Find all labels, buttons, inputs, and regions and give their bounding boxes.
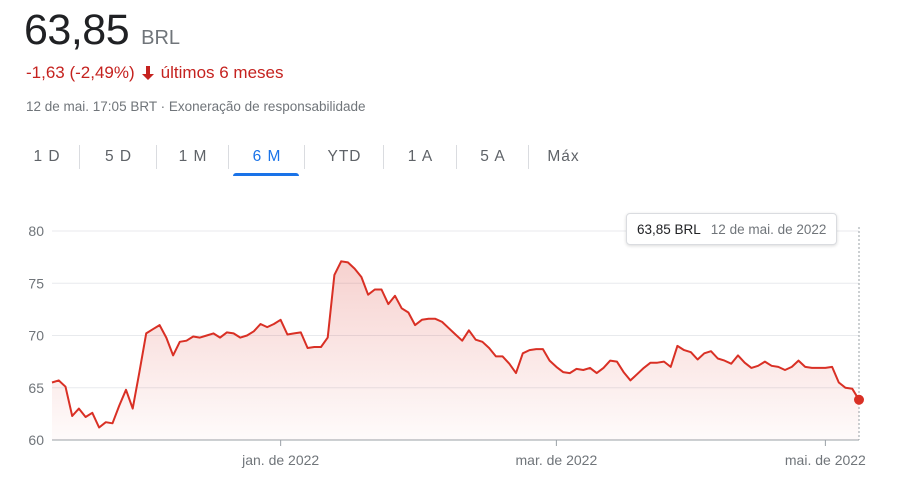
range-tabs: 1 D 5 D 1 M 6 M YTD 1 A 5 A Máx	[14, 138, 598, 176]
y-tick-label: 80	[28, 223, 44, 239]
tab-1m[interactable]: 1 M	[157, 138, 229, 176]
current-price: 63,85 BRL	[24, 6, 180, 55]
tooltip-date: 12 de mai. de 2022	[710, 221, 827, 237]
price-value: 63,85	[24, 6, 130, 54]
timestamp: 12 de mai. 17:05 BRT	[26, 99, 157, 114]
tab-5d[interactable]: 5 D	[80, 138, 157, 176]
tab-label: 1 A	[407, 148, 434, 165]
tab-label: 1 M	[178, 148, 208, 165]
tab-label: YTD	[327, 148, 362, 165]
tab-label: 5 A	[480, 148, 506, 165]
price-line	[51, 260, 860, 429]
disclaimer-link[interactable]: Exoneração de responsabilidade	[168, 99, 366, 114]
y-tick-label: 65	[28, 380, 44, 396]
tab-max[interactable]: Máx	[529, 138, 598, 176]
tab-5a[interactable]: 5 A	[457, 138, 529, 176]
tab-label: 6 M	[252, 148, 282, 165]
arrow-down-icon	[141, 65, 155, 81]
y-tick-label: 70	[28, 328, 44, 344]
tooltip-price: 63,85 BRL	[637, 221, 701, 237]
price-area	[52, 261, 859, 440]
tab-6m[interactable]: 6 M	[229, 138, 305, 176]
y-tick-label: 75	[28, 275, 44, 291]
price-currency: BRL	[141, 27, 181, 49]
x-tick-label: mar. de 2022	[516, 452, 598, 468]
hover-tooltip: 63,85 BRL 12 de mai. de 2022	[626, 213, 838, 245]
tab-1a[interactable]: 1 A	[384, 138, 457, 176]
change-period: últimos 6 meses	[160, 63, 284, 82]
tab-label: Máx	[547, 148, 580, 165]
x-tick-label: jan. de 2022	[241, 452, 319, 468]
change-value: -1,63 (-2,49%)	[26, 63, 135, 82]
y-tick-label: 60	[28, 432, 44, 448]
tab-1d[interactable]: 1 D	[14, 138, 80, 176]
meta-separator: ·	[160, 99, 166, 114]
quote-meta: 12 de mai. 17:05 BRT · Exoneração de res…	[26, 99, 366, 114]
tab-label: 5 D	[104, 148, 133, 165]
hover-point[interactable]	[854, 394, 864, 405]
x-tick-label: mai. de 2022	[785, 452, 866, 468]
active-tab-indicator	[233, 173, 299, 176]
tab-label: 1 D	[33, 148, 61, 165]
tab-ytd[interactable]: YTD	[305, 138, 384, 176]
price-change: -1,63 (-2,49%) últimos 6 meses	[26, 63, 284, 83]
